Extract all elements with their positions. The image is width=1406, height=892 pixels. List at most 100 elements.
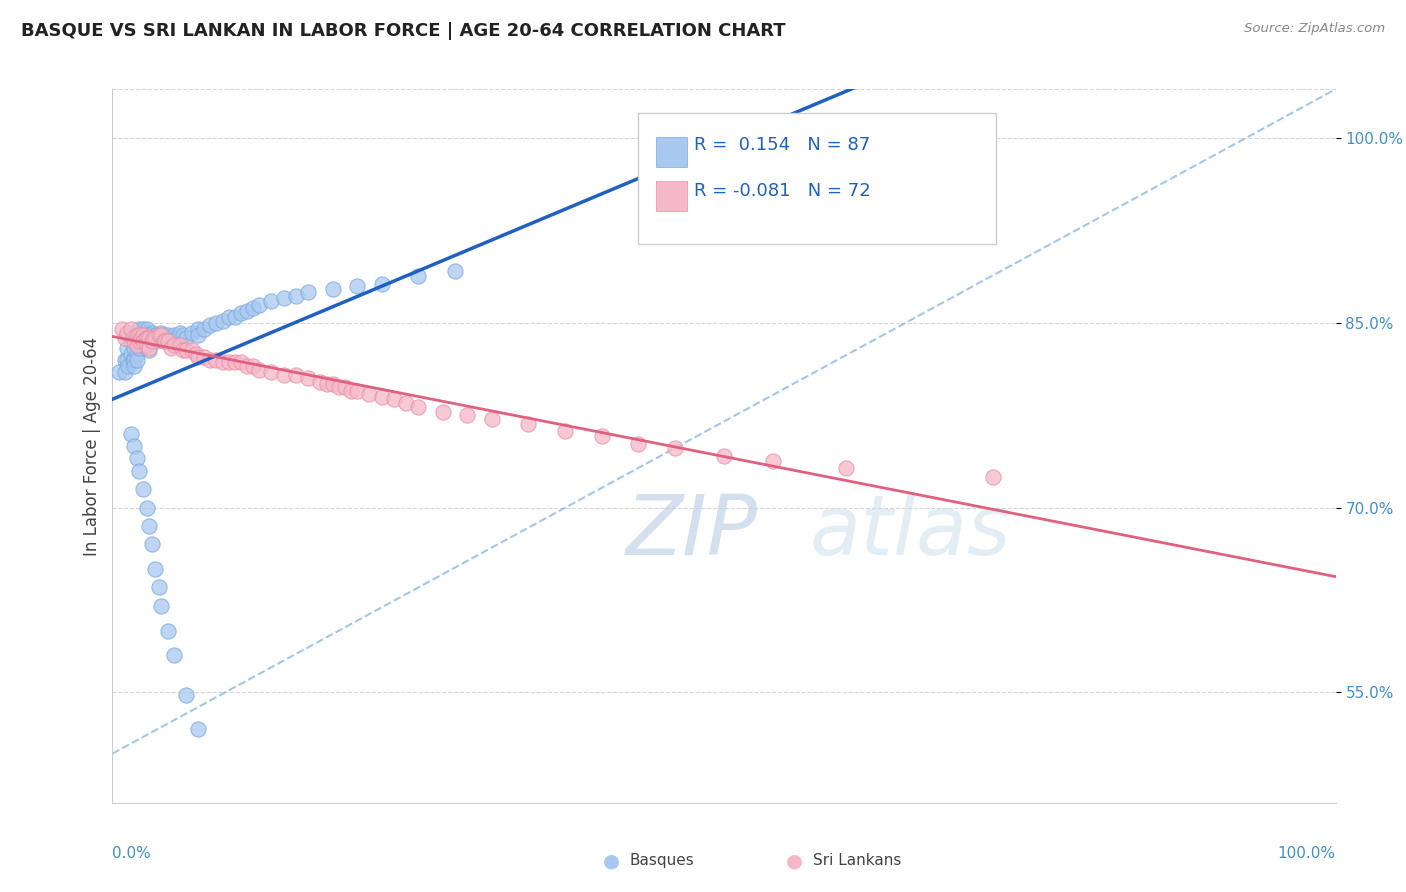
Text: atlas: atlas (810, 491, 1011, 572)
Y-axis label: In Labor Force | Age 20-64: In Labor Force | Age 20-64 (83, 336, 101, 556)
Point (129, 338, 152, 352)
Point (134, 326, 156, 340)
Point (174, 688, 197, 702)
Point (128, 341, 150, 355)
Point (242, 301, 264, 316)
Text: Sri Lankans: Sri Lankans (813, 854, 901, 868)
Point (114, 331, 136, 345)
Point (148, 328, 170, 343)
Point (229, 306, 252, 320)
Point (128, 331, 150, 345)
Point (153, 328, 176, 343)
Point (125, 334, 148, 349)
Point (205, 316, 228, 330)
Text: 100.0%: 100.0% (1278, 846, 1336, 861)
Point (181, 326, 204, 340)
Point (135, 500, 157, 515)
Point (297, 285, 319, 300)
Point (236, 359, 259, 373)
Point (224, 310, 246, 324)
Point (138, 328, 160, 343)
Point (132, 482, 155, 496)
Point (122, 331, 145, 345)
Point (159, 331, 181, 345)
Point (160, 341, 183, 355)
Point (211, 355, 233, 369)
Point (134, 331, 156, 345)
Point (120, 334, 142, 349)
Point (148, 581, 170, 595)
Point (444, 264, 467, 278)
Point (273, 291, 295, 305)
Point (128, 328, 150, 343)
Point (148, 331, 170, 345)
Point (141, 331, 163, 345)
Point (200, 318, 222, 333)
Point (181, 343, 204, 357)
Point (125, 352, 148, 367)
Point (138, 331, 160, 345)
Point (284, 368, 308, 382)
Text: Source: ZipAtlas.com: Source: ZipAtlas.com (1244, 22, 1385, 36)
Point (125, 451, 148, 466)
Point (138, 334, 160, 349)
Point (132, 322, 155, 336)
Point (150, 599, 173, 613)
Point (135, 322, 157, 336)
Point (193, 322, 215, 336)
Point (187, 322, 209, 336)
Point (247, 362, 270, 376)
Point (163, 648, 186, 662)
Point (160, 334, 183, 349)
Point (107, 365, 129, 379)
Point (122, 352, 145, 367)
Point (432, 404, 454, 418)
Point (132, 328, 155, 343)
Point (224, 355, 246, 369)
Point (297, 371, 319, 385)
Point (156, 624, 179, 638)
Point (284, 289, 308, 303)
Text: R = -0.081   N = 72: R = -0.081 N = 72 (693, 182, 870, 200)
Point (481, 412, 503, 426)
Point (114, 352, 136, 367)
Point (322, 377, 344, 392)
Point (138, 341, 160, 355)
Point (141, 334, 163, 349)
Text: ●: ● (603, 851, 620, 871)
Point (125, 328, 148, 343)
Point (187, 328, 209, 343)
Point (124, 352, 146, 367)
Point (153, 334, 176, 349)
Point (150, 333, 173, 347)
Point (229, 355, 252, 369)
Point (554, 424, 576, 438)
Point (315, 377, 337, 392)
Point (115, 352, 138, 367)
Point (134, 331, 156, 345)
Point (117, 359, 139, 373)
Point (120, 347, 142, 361)
Point (408, 269, 430, 284)
Point (143, 328, 166, 343)
Point (242, 359, 264, 373)
Point (328, 380, 350, 394)
Point (193, 351, 215, 365)
Point (247, 297, 270, 311)
Point (187, 351, 209, 365)
Point (163, 338, 186, 352)
Point (124, 439, 146, 453)
Point (111, 322, 134, 336)
Point (322, 281, 344, 295)
Point (129, 331, 152, 345)
Point (346, 279, 368, 293)
Point (128, 322, 150, 336)
Point (187, 722, 209, 736)
Point (163, 328, 186, 343)
Point (120, 322, 142, 336)
Point (142, 331, 165, 345)
Point (713, 449, 735, 463)
Point (115, 341, 138, 355)
Point (184, 347, 207, 361)
Point (218, 355, 240, 369)
